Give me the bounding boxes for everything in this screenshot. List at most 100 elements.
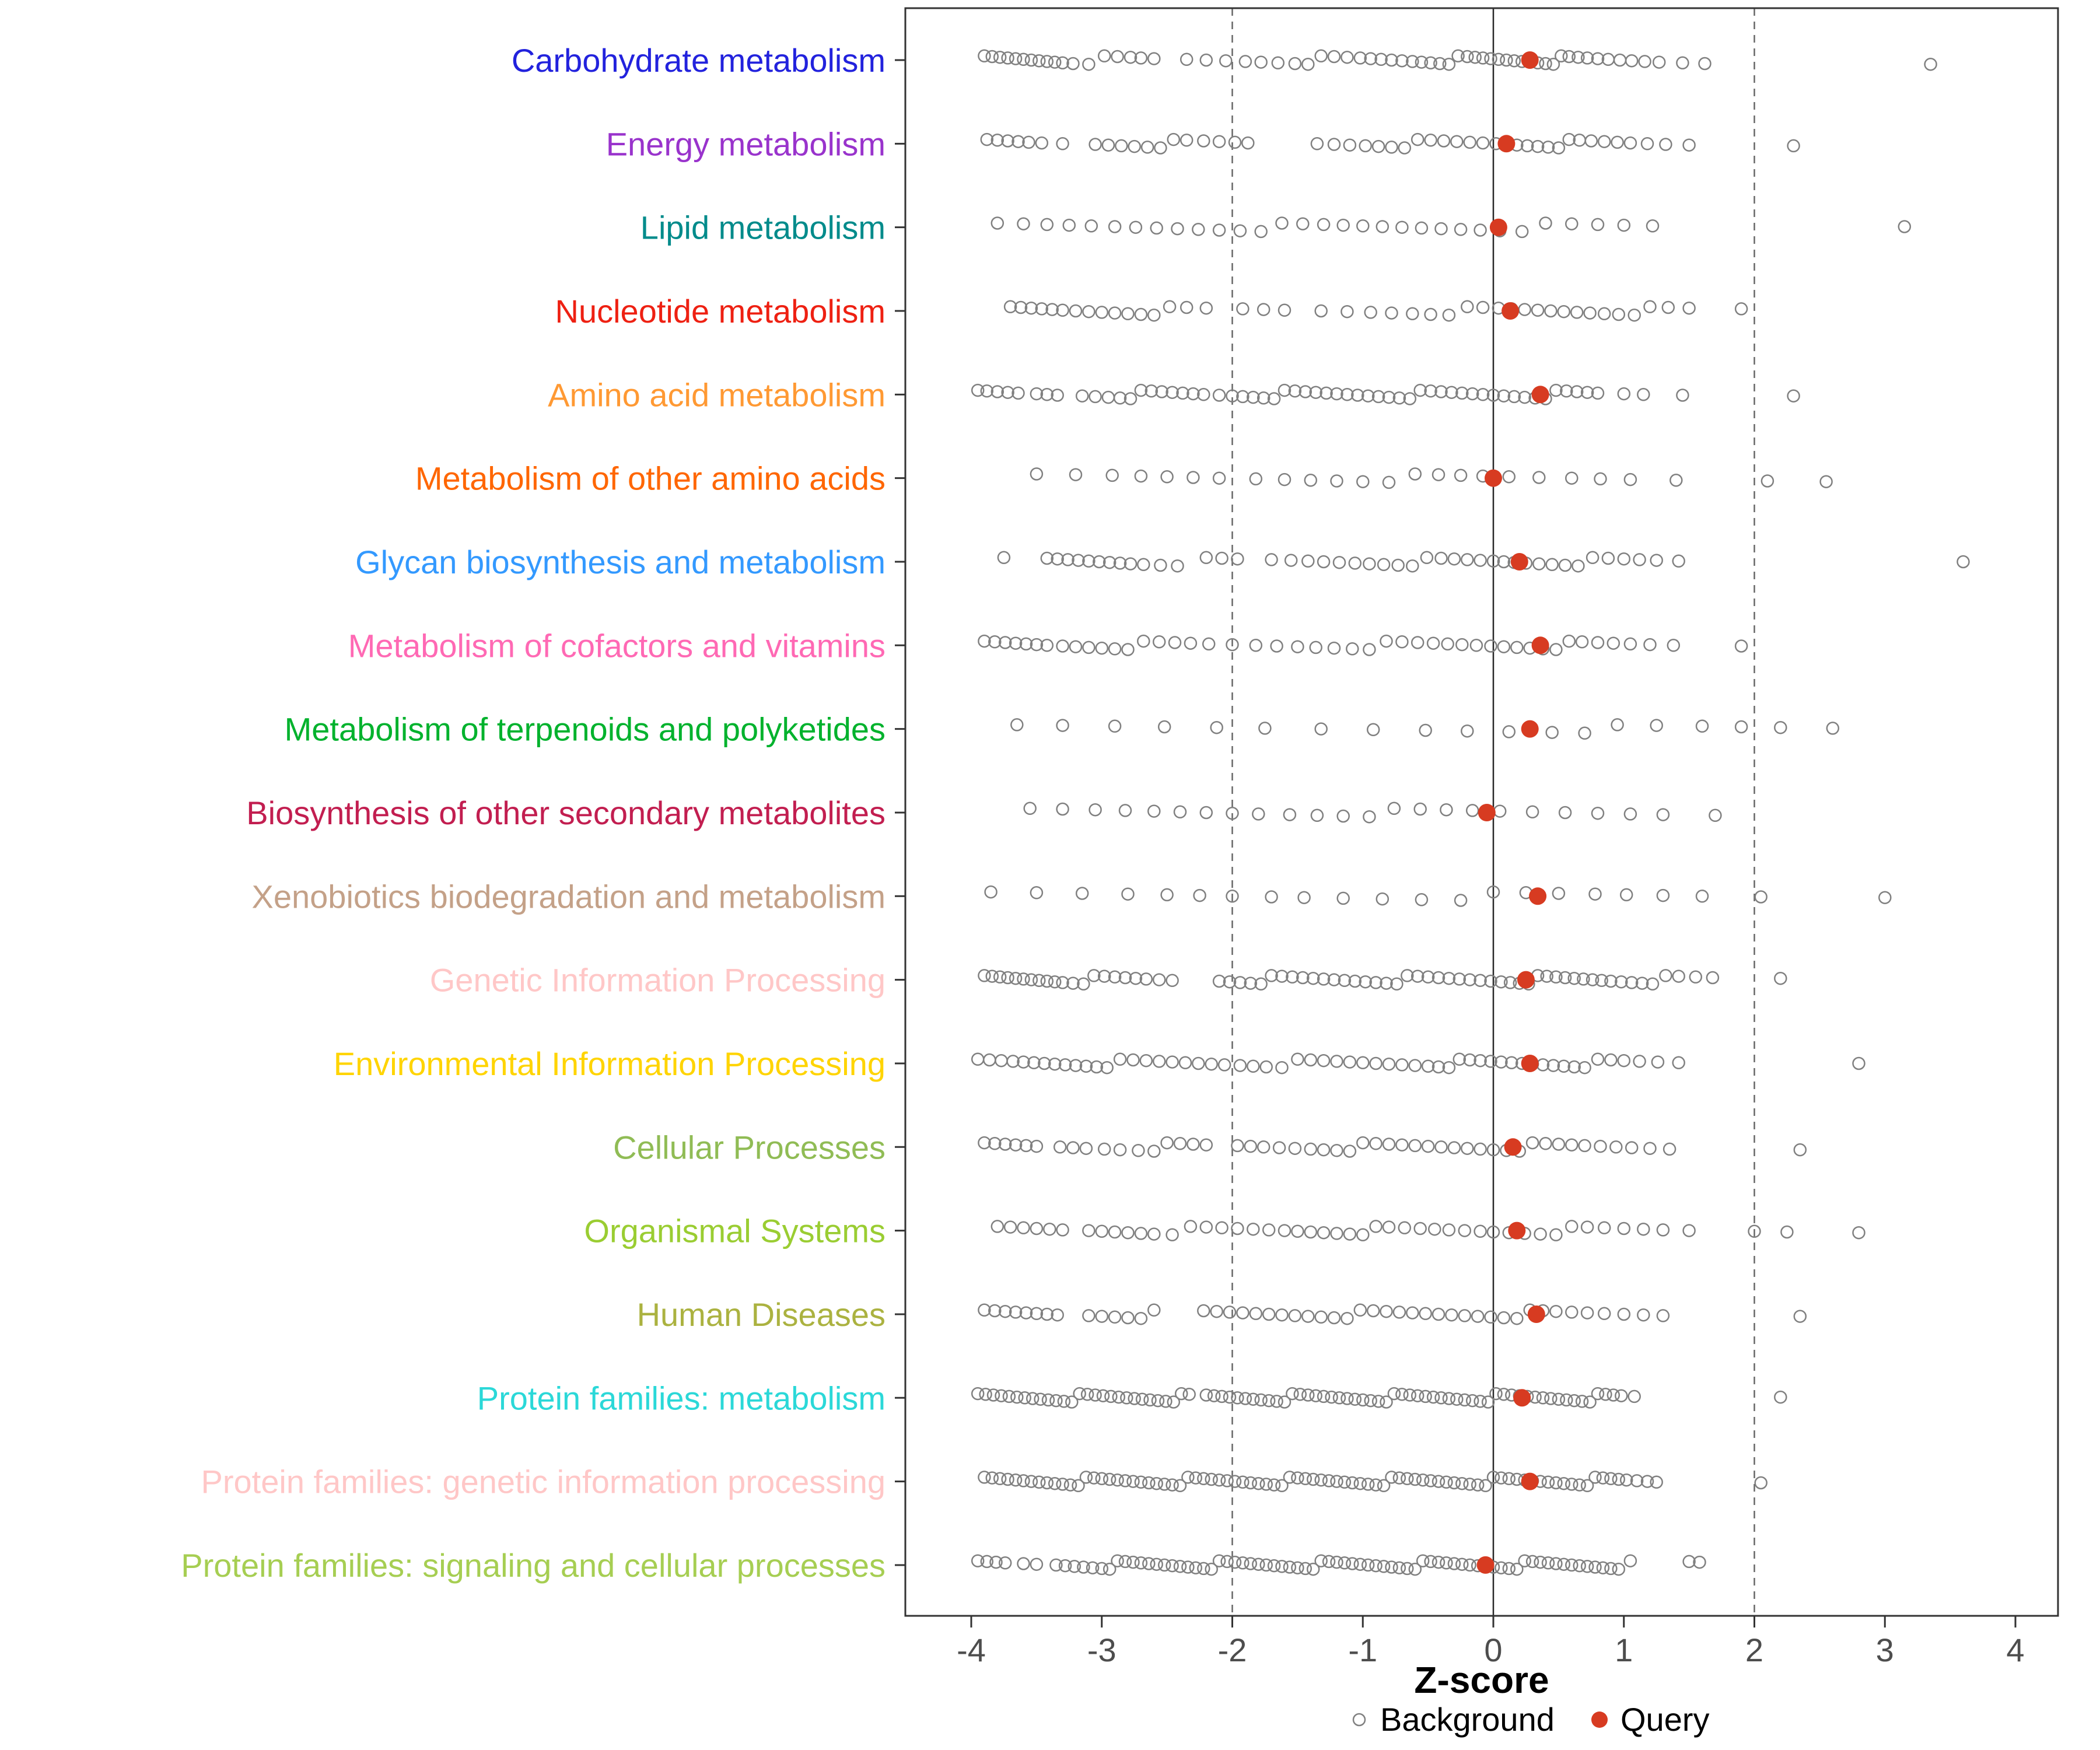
background-point — [1580, 1220, 1594, 1234]
background-point — [1236, 1475, 1250, 1489]
background-point — [991, 216, 1005, 230]
background-point — [1623, 1554, 1637, 1567]
background-point — [1226, 806, 1239, 820]
background-point — [1152, 973, 1166, 986]
background-point — [1596, 1471, 1610, 1485]
background-point — [1247, 1392, 1260, 1406]
y-axis-label: Energy metabolism — [606, 125, 886, 162]
background-point — [1382, 1220, 1396, 1234]
background-point — [991, 1220, 1005, 1233]
background-point — [1447, 1476, 1461, 1490]
background-point — [1852, 1056, 1866, 1070]
background-point — [1356, 1136, 1370, 1150]
background-point — [1395, 1388, 1409, 1401]
background-point — [1048, 1476, 1062, 1490]
background-point — [1097, 1142, 1111, 1156]
background-point — [1583, 306, 1597, 320]
query-point — [1521, 720, 1539, 738]
background-point — [1024, 973, 1038, 986]
x-tick-label: -1 — [1348, 1632, 1377, 1668]
background-point — [988, 635, 1002, 649]
background-point — [1615, 975, 1628, 989]
background-point — [971, 1387, 985, 1401]
background-point — [1510, 640, 1524, 654]
background-point — [1565, 1220, 1578, 1233]
background-point — [1035, 136, 1049, 150]
background-point — [1382, 475, 1396, 489]
background-point — [1317, 1390, 1331, 1404]
background-point — [1557, 1558, 1571, 1571]
background-point — [1615, 1389, 1628, 1402]
background-point — [983, 1053, 996, 1067]
background-point — [1573, 1559, 1586, 1573]
background-point — [971, 1554, 985, 1567]
background-point — [1219, 54, 1233, 68]
background-point — [1416, 1473, 1430, 1487]
background-point — [1254, 1393, 1268, 1407]
background-point — [1236, 1556, 1250, 1570]
background-point — [1137, 634, 1150, 648]
background-point — [1157, 720, 1171, 734]
background-point — [1623, 807, 1637, 821]
background-point — [1082, 304, 1096, 318]
background-point — [1682, 138, 1696, 152]
background-point — [1476, 388, 1490, 401]
background-point — [1520, 139, 1534, 153]
background-point — [1199, 53, 1213, 67]
background-point — [1330, 387, 1343, 401]
background-point — [1270, 1395, 1283, 1408]
background-point — [1032, 1475, 1046, 1489]
background-point — [986, 1388, 1000, 1402]
background-point — [1387, 802, 1401, 816]
background-point — [1754, 1476, 1768, 1490]
background-point — [1500, 53, 1513, 67]
background-point — [1401, 1562, 1414, 1576]
background-point — [1343, 1144, 1357, 1158]
background-point — [1371, 139, 1385, 153]
background-point — [1611, 135, 1624, 149]
background-point — [1121, 643, 1135, 656]
background-point — [1395, 1058, 1409, 1072]
background-point — [1455, 638, 1469, 652]
background-point — [1346, 1557, 1359, 1570]
background-point — [1192, 223, 1205, 236]
background-point — [1390, 977, 1404, 991]
background-point — [1325, 1390, 1338, 1404]
background-point — [1489, 1387, 1503, 1401]
background-point — [978, 634, 991, 648]
background-point — [1049, 1394, 1063, 1408]
background-point — [1463, 135, 1476, 149]
background-point — [1471, 1478, 1485, 1492]
background-point — [1267, 392, 1281, 405]
background-point — [1413, 1222, 1427, 1236]
background-point — [1474, 223, 1487, 237]
background-point — [1432, 1475, 1446, 1488]
background-point — [980, 132, 994, 146]
background-point — [1069, 1059, 1083, 1072]
background-point — [1180, 300, 1194, 314]
background-point — [1604, 1472, 1618, 1486]
background-point — [1476, 136, 1490, 150]
background-point — [1249, 639, 1263, 652]
background-point — [1063, 1478, 1077, 1492]
background-point — [1442, 308, 1456, 322]
background-point — [1415, 221, 1429, 235]
query-point — [1489, 218, 1507, 236]
background-point — [1458, 1224, 1472, 1237]
background-point — [1463, 973, 1476, 986]
background-point — [1617, 387, 1631, 401]
background-point — [1525, 805, 1539, 819]
query-point — [1527, 1306, 1545, 1323]
background-point — [1040, 55, 1054, 68]
background-point — [1317, 218, 1331, 232]
background-point — [1578, 726, 1591, 740]
background-point — [1340, 50, 1354, 64]
background-point — [1541, 1475, 1555, 1489]
background-point — [1040, 639, 1054, 652]
background-point — [1032, 974, 1046, 988]
background-point — [1565, 1478, 1578, 1491]
background-point — [978, 49, 991, 63]
background-point — [1212, 223, 1226, 237]
background-point — [993, 1472, 1007, 1486]
background-point — [1494, 975, 1508, 989]
